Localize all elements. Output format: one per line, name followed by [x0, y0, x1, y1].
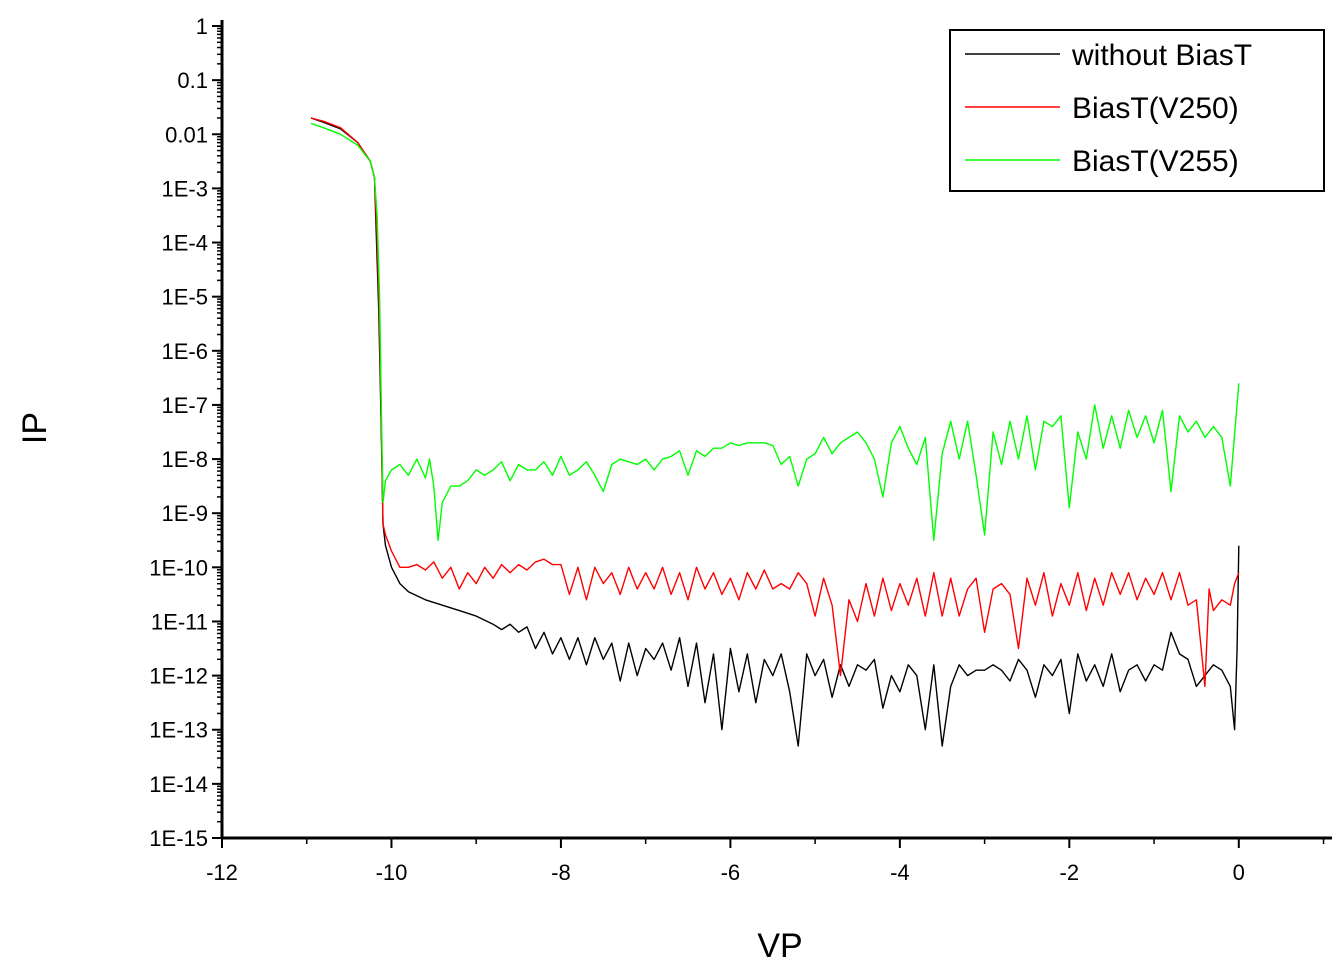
y-axis-title: IP — [16, 412, 54, 444]
series-line-0 — [310, 117, 1240, 747]
y-tick-label: 1E-11 — [151, 609, 208, 634]
y-tick-label: 1E-13 — [149, 718, 208, 743]
axes: 1 0.1 0.01 1E-3 1E-4 1E-5 1E-6 1E-7 1E-8 1E-9 1E-1… — [149, 14, 1332, 885]
y-tick-label: 1E-6 — [162, 339, 208, 364]
y-tick-label: 1E-15 — [149, 826, 208, 851]
x-tick-label: -4 — [890, 860, 910, 885]
series-line-2 — [310, 122, 1240, 541]
y-tick-label: 1E-12 — [149, 664, 208, 689]
y-tick-label: 1E-10 — [149, 555, 208, 580]
y-tick-label: 1E-4 — [162, 231, 208, 256]
legend-label-0: without BiasT — [1071, 39, 1252, 72]
legend: without BiasT BiasT(V250) BiasT(V255) — [949, 29, 1325, 192]
y-tick-label: 0.01 — [165, 122, 208, 147]
x-tick-label: -2 — [1060, 860, 1080, 885]
y-tick-label: 0.1 — [177, 68, 208, 93]
x-tick-label: -6 — [721, 860, 741, 885]
y-tick-label: 1E-8 — [162, 447, 208, 472]
x-tick-label: -12 — [206, 860, 238, 885]
legend-label-1: BiasT(V250) — [1072, 92, 1239, 125]
x-axis-title: VP — [757, 927, 802, 965]
plot-area — [310, 117, 1240, 747]
series-line-1 — [310, 117, 1240, 688]
legend-label-2: BiasT(V255) — [1072, 145, 1239, 178]
y-tick-label: 1E-14 — [149, 772, 208, 797]
y-tick-label: 1 — [196, 14, 208, 39]
x-tick-label: -8 — [551, 860, 571, 885]
y-tick-label: 1E-5 — [162, 285, 208, 310]
x-tick-label: -10 — [376, 860, 408, 885]
y-tick-label: 1E-9 — [162, 501, 208, 526]
x-tick-label: 0 — [1233, 860, 1245, 885]
legend-box — [949, 29, 1325, 192]
y-tick-label: 1E-7 — [162, 393, 208, 418]
y-tick-label: 1E-3 — [162, 176, 208, 201]
